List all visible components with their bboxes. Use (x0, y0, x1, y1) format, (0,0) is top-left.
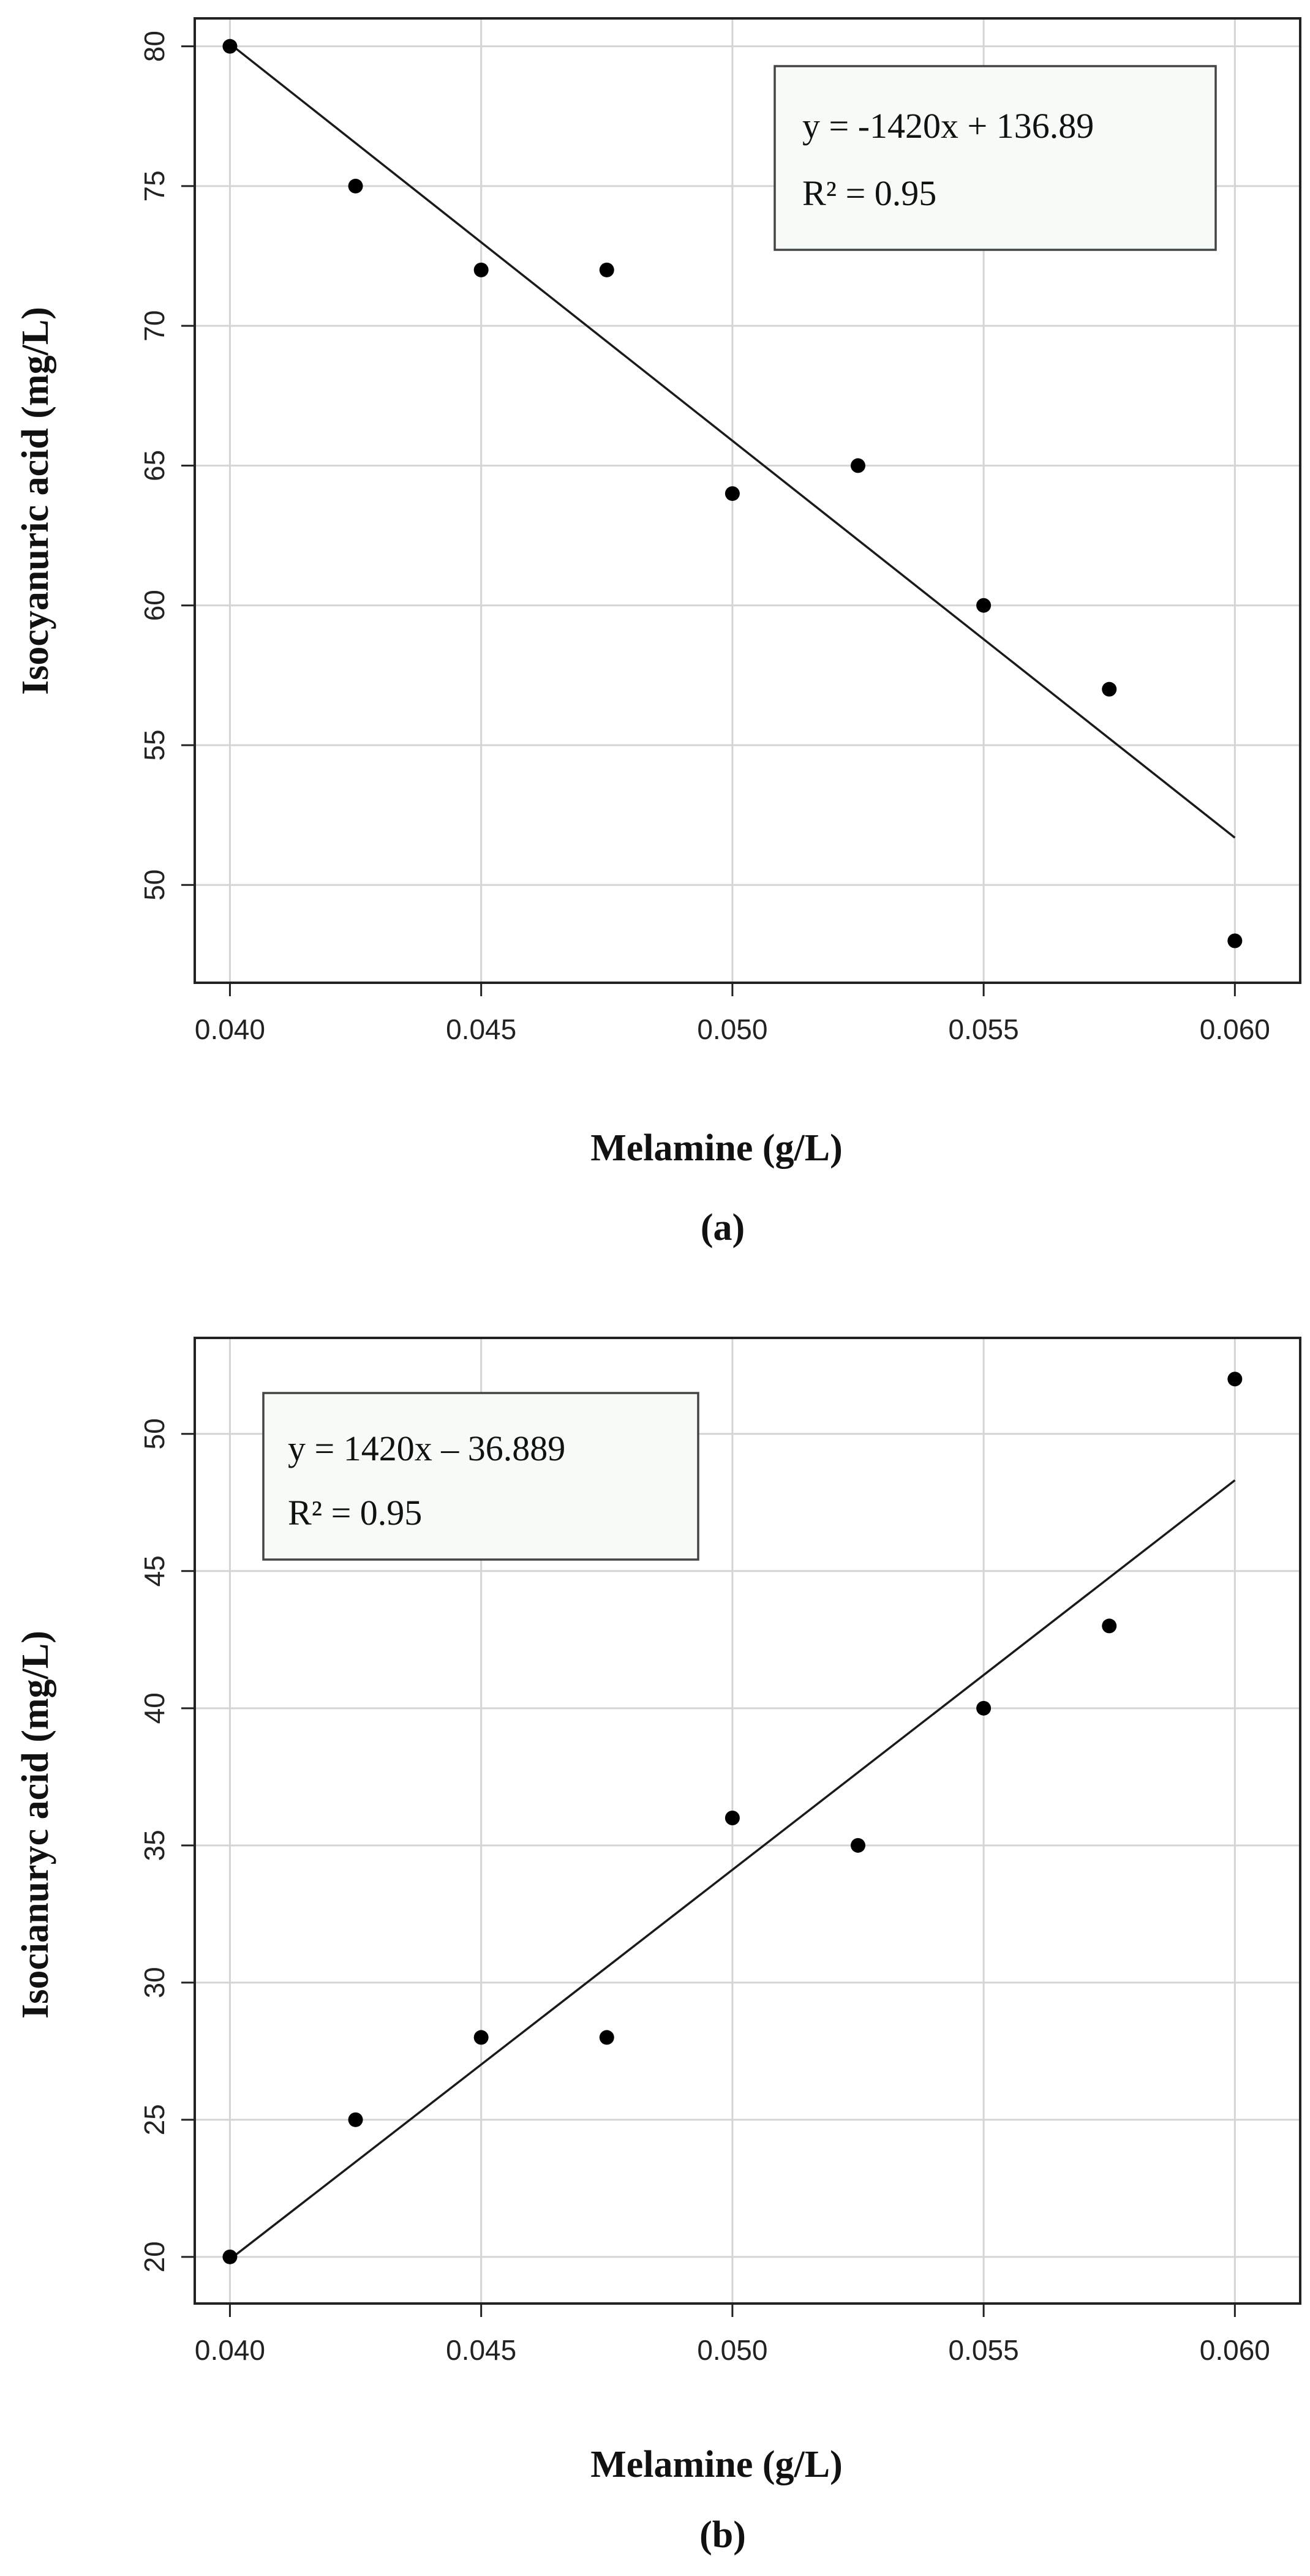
chart-b-y-tick-label: 50 (138, 1418, 170, 1449)
chart-b-panel-label: (b) (699, 2514, 746, 2556)
chart-a-data-point (222, 39, 238, 54)
chart-b-y-axis-label: Isocianuryc acid (mg/L) (15, 1631, 56, 2019)
chart-a-data-point (1102, 682, 1117, 697)
chart-b-data-point (473, 2030, 489, 2045)
chart-a-trendline (229, 43, 1236, 839)
chart-a-y-tick-label: 80 (138, 31, 170, 62)
chart-b-trendline (229, 1479, 1236, 2261)
chart-a-y-tick-label: 50 (138, 869, 170, 901)
chart-a-data-point (976, 598, 992, 613)
chart-b-y-tick-label: 25 (138, 2104, 170, 2135)
chart-b-data-point (222, 2249, 238, 2264)
chart-b-equation-frame (262, 1392, 699, 1561)
chart-a-points (222, 39, 1243, 948)
chart-a-data-point (1227, 933, 1243, 948)
chart-b-equation: y = 1420x – 36.889 (288, 1429, 565, 1468)
chart-b-plot-frame (194, 1337, 1301, 2305)
chart-b-grid (195, 1338, 1300, 2304)
chart-b-y-tick-label: 30 (138, 1967, 170, 1998)
chart-b-x-tick-label: 0.050 (697, 2334, 767, 2366)
chart-b-trendline-group (229, 1479, 1236, 2261)
chart-b-y-tick-label: 35 (138, 1830, 170, 1861)
chart-a-equation: y = -1420x + 136.89 (802, 106, 1094, 146)
chart-a-data-point (725, 486, 740, 501)
chart-b-ticks: 0.040 0.045 0.050 0.055 0.060 20 25 30 35 40 45 50 (138, 1418, 1270, 2366)
chart-a-equation-frame (774, 65, 1217, 251)
chart-b-x-tick-label: 0.040 (195, 2334, 265, 2366)
chart-a-ticks: 0.040 0.045 0.050 0.055 0.060 50 55 60 65 70 75 80 (138, 31, 1270, 1045)
chart-b-data-point (348, 2112, 363, 2127)
chart-a-x-tick-label: 0.045 (446, 1013, 516, 1045)
chart-b-x-axis-label: Melamine (g/L) (590, 2444, 843, 2485)
chart-a-y-tick-label: 55 (138, 729, 170, 760)
chart-b-x-tick-label: 0.055 (949, 2334, 1019, 2366)
chart-b-data-point (976, 1700, 992, 1716)
chart-a-grid (195, 18, 1300, 983)
chart-a-trendline-group (229, 43, 1236, 839)
chart-a-x-axis-label: Melamine (g/L) (590, 1127, 843, 1169)
chart-b-x-tick-label: 0.060 (1200, 2334, 1270, 2366)
chart-a-panel-label: (a) (701, 1207, 745, 1249)
chart-b-y-tick-label: 40 (138, 1692, 170, 1724)
chart-b-data-point (1102, 1618, 1117, 1634)
chart-a-y-tick-label: 60 (138, 590, 170, 621)
chart-a-x-tick-label: 0.040 (195, 1013, 265, 1045)
chart-a-data-point (851, 458, 865, 473)
chart-a-y-axis-label: Isocyanuric acid (mg/L) (15, 307, 56, 695)
chart-a-data-point (473, 262, 489, 277)
chart-a: 0.040 0.045 0.050 0.055 0.06050556065707580 … (15, 17, 1301, 1249)
chart-a-y-tick-label: 70 (138, 310, 170, 342)
chart-b-y-tick-label: 20 (138, 2241, 170, 2272)
chart-b-data-point (599, 2030, 614, 2045)
chart-b-points (222, 1372, 1243, 2264)
chart-a-r-squared: R² = 0.95 (802, 173, 936, 213)
chart-b-y-tick-label: 45 (138, 1555, 170, 1587)
chart-b-data-point (725, 1811, 740, 1826)
chart-a-equation-box: y = -1420x + 136.89 R² = 0.95 (774, 65, 1217, 251)
chart-a-data-point (348, 178, 363, 193)
chart-b-data-point (1227, 1372, 1243, 1387)
chart-b: 0.040 0.045 0.050 0.055 0.06020253035404550 … (15, 1337, 1301, 2556)
chart-b-r-squared: R² = 0.95 (288, 1493, 422, 1533)
chart-a-data-point (599, 262, 614, 277)
chart-a-x-tick-label: 0.060 (1200, 1013, 1270, 1045)
chart-a-x-tick-label: 0.050 (697, 1013, 767, 1045)
chart-a-plot-frame (194, 17, 1301, 984)
chart-a-y-tick-label: 75 (138, 170, 170, 201)
chart-a-x-tick-label: 0.055 (949, 1013, 1019, 1045)
chart-b-x-tick-label: 0.045 (446, 2334, 516, 2366)
chart-b-equation-box: y = 1420x – 36.889 R² = 0.95 (262, 1392, 699, 1561)
chart-b-data-point (851, 1838, 865, 1853)
chart-a-y-tick-label: 65 (138, 450, 170, 481)
